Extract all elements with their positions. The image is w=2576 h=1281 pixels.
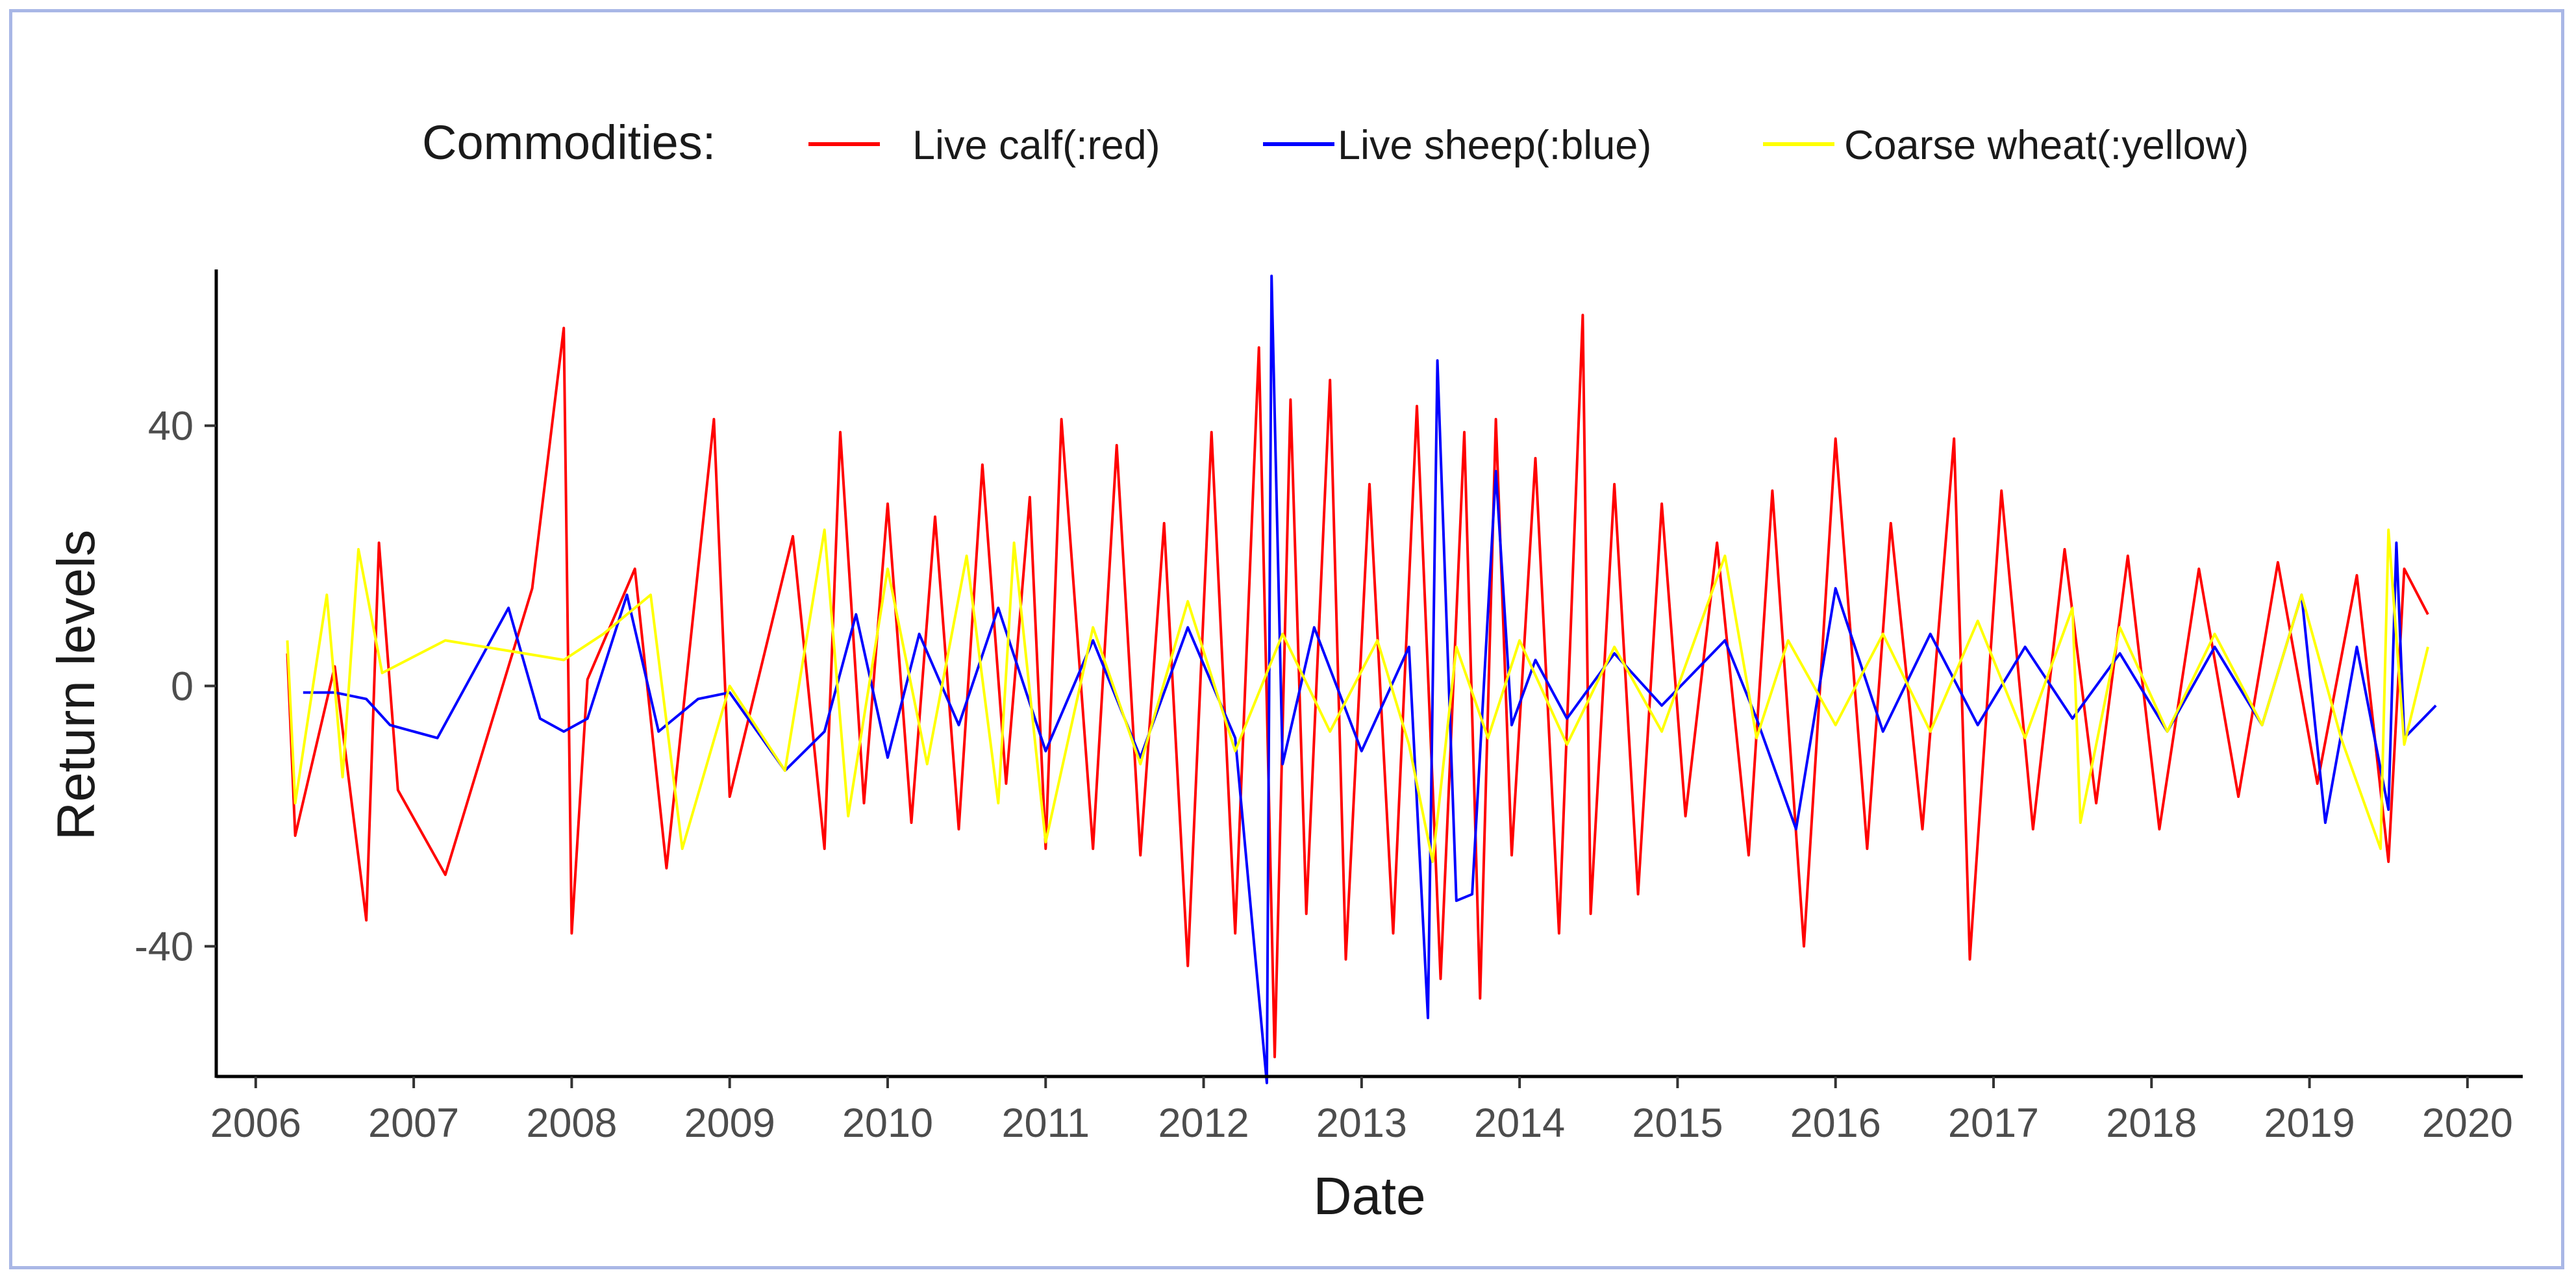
y-tick-label-40: 40: [148, 404, 194, 449]
y-tick-label-0: 0: [171, 664, 194, 710]
x-tick-label-2018: 2018: [2106, 1101, 2197, 1146]
x-tick-label-2008: 2008: [526, 1101, 617, 1146]
series-line-live-sheep: [303, 275, 2437, 1084]
x-tick-label-2014: 2014: [1474, 1101, 1565, 1146]
x-tick-label-2009: 2009: [684, 1101, 775, 1146]
x-tick-label-2006: 2006: [210, 1101, 301, 1146]
x-tick-label-2011: 2011: [1002, 1101, 1090, 1146]
y-axis-title: Return levels: [47, 530, 106, 841]
x-axis-title: Date: [1313, 1167, 1425, 1226]
y-ticks: -40 0 40: [134, 404, 216, 970]
legend-label-live-calf: Live calf(:red): [912, 123, 1160, 168]
legend-label-live-sheep: Live sheep(:blue): [1338, 123, 1651, 168]
x-tick-label-2017: 2017: [1948, 1101, 2039, 1146]
legend: Commodities: Live calf(:red) Live sheep(…: [422, 116, 2249, 169]
x-tick-label-2016: 2016: [1790, 1101, 1881, 1146]
x-tick-label-2010: 2010: [842, 1101, 933, 1146]
x-tick-label-2019: 2019: [2264, 1101, 2355, 1146]
series-layer: [286, 275, 2437, 1084]
series-line-live-calf: [286, 314, 2429, 1058]
y-tick-label--40: -40: [134, 925, 194, 970]
x-tick-label-2020: 2020: [2422, 1101, 2513, 1146]
legend-label-coarse-wheat: Coarse wheat(:yellow): [1844, 123, 2249, 168]
x-tick-label-2007: 2007: [368, 1101, 459, 1146]
legend-title: Commodities:: [422, 116, 716, 169]
x-tick-label-2015: 2015: [1632, 1101, 1723, 1146]
x-tick-label-2013: 2013: [1316, 1101, 1407, 1146]
series-line-coarse-wheat: [286, 529, 2429, 864]
x-tick-label-2012: 2012: [1158, 1101, 1249, 1146]
x-ticks: 2006 2007 2008 2009 2010 2011 2012 2013 2014 2015…: [210, 1076, 2513, 1146]
